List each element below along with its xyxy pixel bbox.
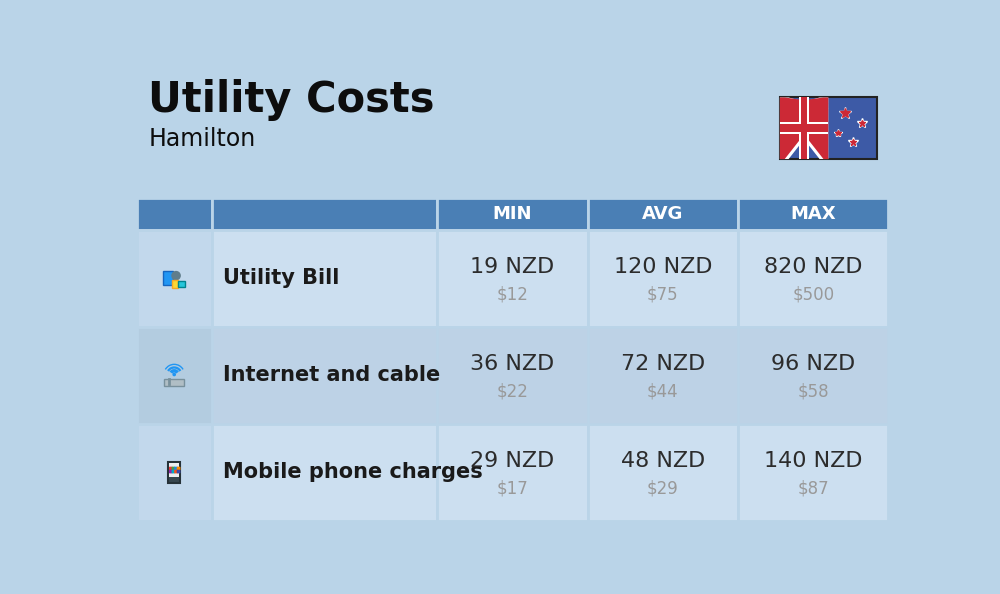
FancyBboxPatch shape [172,470,175,473]
FancyBboxPatch shape [738,230,888,327]
FancyBboxPatch shape [738,327,888,424]
FancyBboxPatch shape [212,327,437,424]
FancyBboxPatch shape [137,424,212,521]
FancyBboxPatch shape [212,424,437,521]
Text: 140 NZD: 140 NZD [764,451,862,471]
Polygon shape [780,97,828,159]
FancyBboxPatch shape [178,281,185,287]
Text: 72 NZD: 72 NZD [621,354,705,374]
FancyBboxPatch shape [212,198,437,230]
FancyBboxPatch shape [437,424,588,521]
Polygon shape [780,97,828,159]
FancyBboxPatch shape [780,124,828,132]
Text: 96 NZD: 96 NZD [771,354,855,374]
Text: $44: $44 [647,383,679,401]
FancyBboxPatch shape [163,271,173,285]
FancyBboxPatch shape [172,280,178,287]
FancyBboxPatch shape [738,424,888,521]
FancyBboxPatch shape [780,122,828,134]
FancyBboxPatch shape [177,470,180,473]
Text: $29: $29 [647,480,679,498]
Text: 36 NZD: 36 NZD [470,354,555,374]
Text: $500: $500 [792,286,834,304]
Text: 820 NZD: 820 NZD [764,257,862,277]
FancyBboxPatch shape [137,230,212,327]
FancyBboxPatch shape [738,198,888,230]
Text: 48 NZD: 48 NZD [621,451,705,471]
FancyBboxPatch shape [137,198,212,230]
Text: MIN: MIN [493,205,532,223]
FancyBboxPatch shape [177,467,180,470]
FancyBboxPatch shape [169,467,173,470]
Text: Hamilton: Hamilton [148,127,256,151]
Text: $75: $75 [647,286,679,304]
FancyBboxPatch shape [588,327,738,424]
FancyBboxPatch shape [137,327,212,424]
Circle shape [172,271,180,280]
Text: $58: $58 [797,383,829,401]
Text: MAX: MAX [790,205,836,223]
FancyBboxPatch shape [168,462,180,482]
Text: Utility Costs: Utility Costs [148,78,435,121]
Text: 120 NZD: 120 NZD [614,257,712,277]
Text: $12: $12 [497,286,528,304]
FancyBboxPatch shape [212,230,437,327]
Text: Utility Bill: Utility Bill [223,268,339,289]
Polygon shape [780,97,828,159]
FancyBboxPatch shape [437,327,588,424]
FancyBboxPatch shape [801,97,807,159]
Text: Mobile phone charges: Mobile phone charges [223,463,483,482]
FancyBboxPatch shape [437,230,588,327]
FancyBboxPatch shape [780,97,877,159]
FancyBboxPatch shape [588,424,738,521]
FancyBboxPatch shape [799,97,809,159]
Text: 29 NZD: 29 NZD [470,451,555,471]
Text: AVG: AVG [642,205,684,223]
Circle shape [173,374,175,375]
FancyBboxPatch shape [588,230,738,327]
FancyBboxPatch shape [588,198,738,230]
Text: $17: $17 [497,480,528,498]
FancyBboxPatch shape [164,379,184,386]
Text: $22: $22 [497,383,528,401]
Text: 19 NZD: 19 NZD [470,257,555,277]
FancyBboxPatch shape [174,470,178,473]
FancyBboxPatch shape [437,198,588,230]
Polygon shape [780,97,828,159]
Text: $87: $87 [797,480,829,498]
FancyBboxPatch shape [174,467,178,470]
FancyBboxPatch shape [169,470,173,473]
Text: Internet and cable: Internet and cable [223,365,440,386]
FancyBboxPatch shape [172,467,175,470]
FancyBboxPatch shape [169,463,179,478]
